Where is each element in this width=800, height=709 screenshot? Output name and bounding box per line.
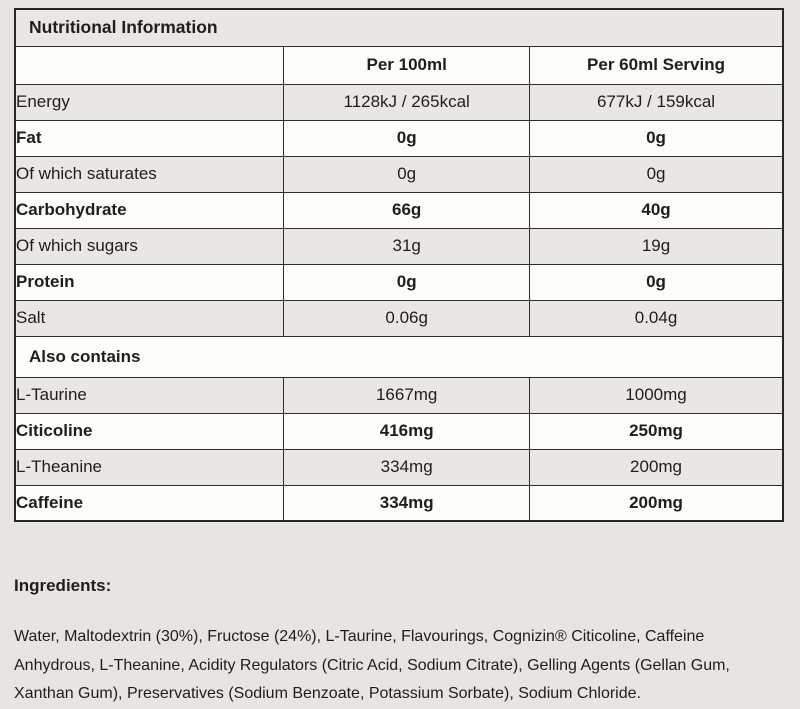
- table-row-protein: Protein 0g 0g: [14, 263, 784, 301]
- row-value-per60: 200mg: [529, 448, 784, 486]
- row-value-per100: 1128kJ / 265kcal: [283, 83, 531, 121]
- row-label: Of which sugars: [14, 227, 285, 265]
- ingredients-heading: Ingredients:: [14, 576, 112, 595]
- row-label: Carbohydrate: [14, 191, 285, 229]
- table-row-salt: Salt 0.06g 0.04g: [14, 299, 784, 337]
- row-value-per100: 66g: [283, 191, 531, 229]
- table-row-energy: Energy 1128kJ / 265kcal 677kJ / 159kcal: [14, 83, 784, 121]
- row-label: L-Taurine: [14, 376, 285, 414]
- row-value-per100: 416mg: [283, 412, 531, 450]
- column-header-per-100ml: Per 100ml: [283, 45, 531, 85]
- row-value-per100: 1667mg: [283, 376, 531, 414]
- table-row-saturates: Of which saturates 0g 0g: [14, 155, 784, 193]
- row-label: Energy: [14, 83, 285, 121]
- row-value-per60: 0.04g: [529, 299, 784, 337]
- table-row-sugars: Of which sugars 31g 19g: [14, 227, 784, 265]
- table-row-l-theanine: L-Theanine 334mg 200mg: [14, 448, 784, 486]
- table-row-caffeine: Caffeine 334mg 200mg: [14, 484, 784, 522]
- also-contains-row: Also contains: [14, 335, 784, 378]
- row-label: Salt: [14, 299, 285, 337]
- row-label: Of which saturates: [14, 155, 285, 193]
- row-label: L-Theanine: [14, 448, 285, 486]
- column-header-blank: [14, 45, 285, 85]
- row-value-per60: 250mg: [529, 412, 784, 450]
- table-row-fat: Fat 0g 0g: [14, 119, 784, 157]
- row-value-per100: 334mg: [283, 448, 531, 486]
- row-value-per100: 0.06g: [283, 299, 531, 337]
- nutrition-table: Nutritional Information Per 100ml Per 60…: [14, 8, 784, 522]
- row-value-per60: 0g: [529, 263, 784, 301]
- row-value-per100: 0g: [283, 155, 531, 193]
- also-contains-label: Also contains: [14, 335, 784, 378]
- ingredients-section: Ingredients: Water, Maltodextrin (30%), …: [14, 576, 786, 709]
- table-title: Nutritional Information: [14, 8, 784, 47]
- row-value-per100: 31g: [283, 227, 531, 265]
- table-row-carbohydrate: Carbohydrate 66g 40g: [14, 191, 784, 229]
- row-value-per100: 334mg: [283, 484, 531, 522]
- nutrition-panel: Nutritional Information Per 100ml Per 60…: [14, 8, 784, 522]
- table-title-row: Nutritional Information: [14, 8, 784, 47]
- row-value-per60: 40g: [529, 191, 784, 229]
- column-header-per-60ml-serving: Per 60ml Serving: [529, 45, 784, 85]
- row-label: Protein: [14, 263, 285, 301]
- table-row-l-taurine: L-Taurine 1667mg 1000mg: [14, 376, 784, 414]
- row-label: Fat: [14, 119, 285, 157]
- row-value-per100: 0g: [283, 119, 531, 157]
- row-value-per100: 0g: [283, 263, 531, 301]
- row-value-per60: 0g: [529, 155, 784, 193]
- row-label: Citicoline: [14, 412, 285, 450]
- column-header-row: Per 100ml Per 60ml Serving: [14, 45, 784, 85]
- row-label: Caffeine: [14, 484, 285, 522]
- row-value-per60: 0g: [529, 119, 784, 157]
- row-value-per60: 19g: [529, 227, 784, 265]
- ingredients-text: Water, Maltodextrin (30%), Fructose (24%…: [14, 628, 730, 702]
- row-value-per60: 200mg: [529, 484, 784, 522]
- row-value-per60: 1000mg: [529, 376, 784, 414]
- row-value-per60: 677kJ / 159kcal: [529, 83, 784, 121]
- table-row-citicoline: Citicoline 416mg 250mg: [14, 412, 784, 450]
